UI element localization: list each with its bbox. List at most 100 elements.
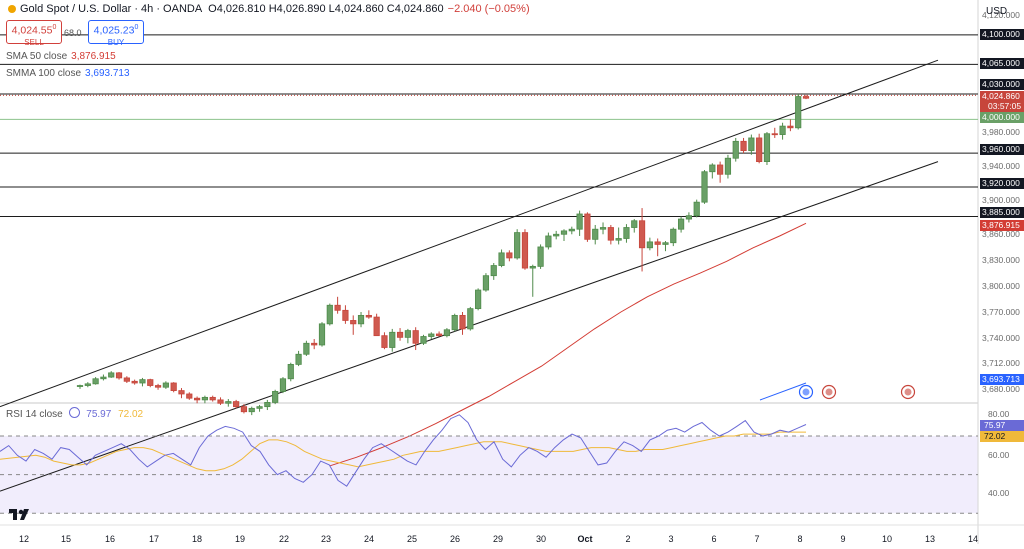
rsi-axis-label: 40.00 [988,488,1010,498]
candle-body [631,220,638,228]
time-axis-label: 26 [450,534,460,544]
price-axis-label: 3,876.915 [982,220,1020,230]
sell-button[interactable]: 4,024.550 SELL [6,20,62,47]
candle-body [108,372,115,378]
time-axis-label: 15 [61,534,71,544]
candle-body [740,140,747,152]
candle-body [76,385,84,387]
price-axis-label: 3,830.000 [982,255,1020,265]
candle-body [131,380,138,384]
price-axis-label: 3,800.000 [982,281,1020,291]
us-flag-event-icon[interactable] [900,384,916,400]
candle-body [709,164,716,173]
gold-symbol-icon [8,5,16,13]
price-axis-label: 3,860.000 [982,229,1020,239]
price-axis-label: 3,740.000 [982,333,1020,343]
candle-body [553,233,560,237]
buy-button[interactable]: 4,025.230 BUY [88,20,144,47]
rsi-settings-icon[interactable] [69,407,81,418]
buy-price-sup: 0 [134,24,139,31]
time-axis-label: 13 [925,534,935,544]
candle-body [381,335,388,348]
candle-body [467,308,474,330]
candle-body [677,218,685,230]
time-axis-label: 16 [105,534,115,544]
candle-body [802,96,810,99]
rsi-ma-line [0,431,806,472]
price-axis-label: 3,920.000 [982,178,1020,188]
candle-body [428,333,435,337]
rsi-ma-value: 72.02 [118,409,144,420]
symbol-title[interactable]: Gold Spot / U.S. Dollar · 4h · OANDA [20,3,203,15]
candle-body [732,140,739,159]
candle-body [498,252,505,266]
candle-body [685,215,693,220]
candle-body [615,238,622,241]
candle-body [420,336,427,344]
lightning-event-icon[interactable] [798,384,814,400]
tradingview-logo [9,509,29,520]
price-axis-label: 3,980.000 [982,127,1020,137]
candle-body [178,390,185,395]
time-axis-label: 8 [797,534,802,544]
candle-body [584,213,591,240]
buy-price: 4,025.23 [93,24,135,37]
candle-body [240,406,248,413]
candle-body [193,397,201,401]
us-flag-event-icon[interactable] [821,384,837,400]
time-axis-label: 7 [754,534,759,544]
change-readout: −2.040 (−0.05%) [447,3,530,15]
price-axis-label: 3,712.000 [982,358,1020,368]
rsi-value: 75.97 [86,409,112,420]
candle-body [396,331,404,338]
price-axis-label: 4,100.000 [982,29,1020,39]
candle-body [100,376,107,380]
candle-body [287,363,294,380]
price-axis-label: 4,120.000 [982,10,1020,20]
sell-price: 4,024.55 [11,24,53,37]
candle-body [139,379,146,384]
candle-body [225,401,232,404]
time-axis-label: 25 [407,534,417,544]
time-axis-label: 19 [235,534,245,544]
time-axis-label: 18 [192,534,202,544]
price-axis-label: 4,065.000 [982,58,1020,68]
candle-body [233,401,240,408]
candle-body [311,342,318,346]
time-axis-label: 29 [493,534,503,544]
channel-upper-line [0,59,939,408]
rsi-legend[interactable]: RSI 14 close 75.97 72.02 [6,407,143,420]
time-axis-label: 9 [840,534,845,544]
price-axis-label: 4,000.000 [982,112,1020,122]
smma100-legend[interactable]: SMMA 100 close 3,693.713 [6,68,130,79]
candle-body [435,333,443,337]
currency-selector[interactable]: USD [986,6,1008,17]
buy-label: BUY [107,37,125,47]
candle-body [350,320,357,325]
smma100-line [759,382,807,401]
candle-body [670,228,677,244]
lightning-event-icon-core [802,388,810,396]
candle-body [272,391,279,403]
price-axis-label-box [980,374,1024,385]
sma50-label: SMA 50 close [6,51,68,62]
smma100-label: SMMA 100 close [6,68,82,79]
sma50-legend[interactable]: SMA 50 close 3,876.915 [6,51,116,62]
candle-body [529,265,536,269]
candle-body [771,133,778,136]
candle-body [170,382,177,391]
time-axis-label: 23 [321,534,331,544]
us-flag-event-icon-core [904,388,912,396]
candle-body [443,329,451,337]
time-axis-label: 22 [279,534,289,544]
candle-body [84,383,91,386]
price-axis-label: 3,940.000 [982,161,1020,171]
price-axis-label: 4,030.000 [982,79,1020,89]
price-axis-label-box [980,178,1024,189]
candle-body [389,331,396,348]
rsi-ma-value-box [980,431,1024,442]
us-flag-event-icon-core [825,388,833,396]
smma100-value: 3,693.713 [85,68,130,79]
